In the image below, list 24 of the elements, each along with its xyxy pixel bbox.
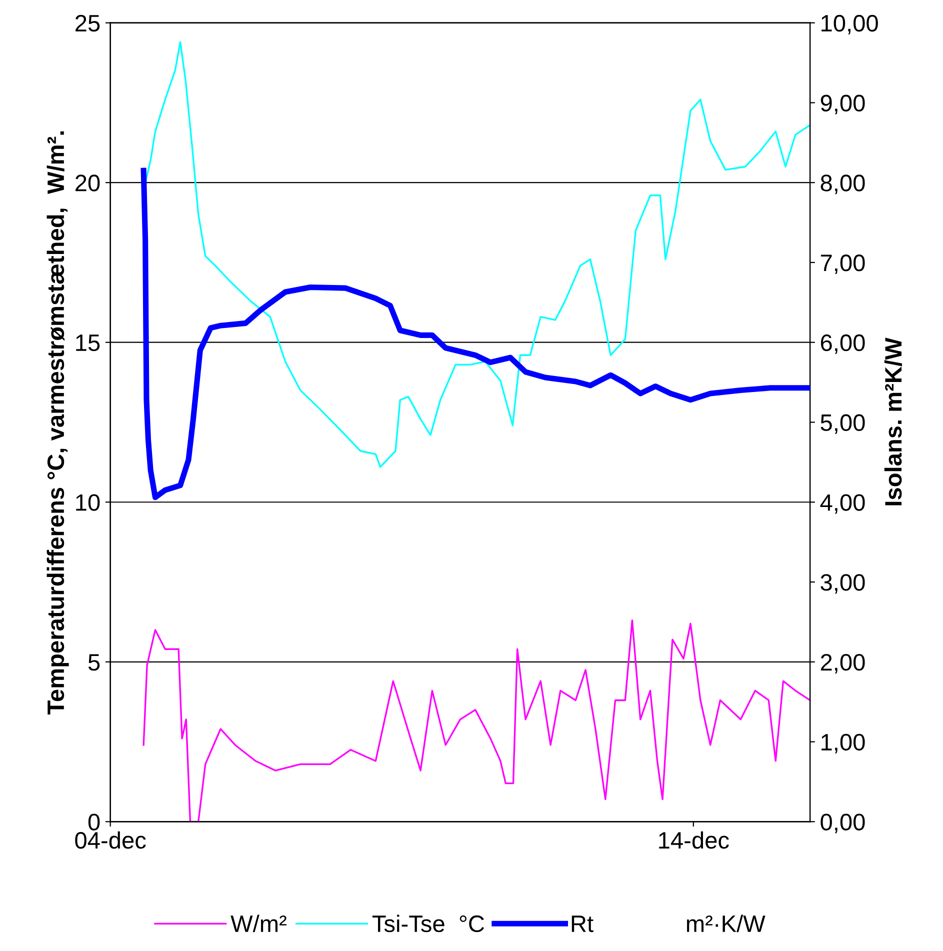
y-tick-label: 20 — [76, 174, 100, 192]
x-tick-label: 04-dec — [75, 831, 146, 849]
y-tick-label: 15 — [76, 334, 100, 352]
y2-tick-label: 7,00 — [820, 254, 865, 274]
legend-label: W/m² — [230, 914, 286, 932]
y2-axis-title: Isolans. m²K/W — [884, 338, 902, 506]
y2-tick-label: 4,00 — [820, 494, 865, 514]
legend-label: Rt m²·K/W — [572, 914, 766, 932]
legend-label: Tsi-Tse °C — [372, 914, 484, 932]
y-tick-label: 25 — [76, 14, 100, 32]
y-tick-label: 0 — [88, 814, 100, 830]
y2-tick-label: 10,00 — [822, 14, 878, 34]
y2-tick-label: 0,00 — [820, 814, 865, 834]
y2-tick-label: 2,00 — [820, 654, 865, 674]
x-tick-label: 14-dec — [659, 831, 729, 849]
y2-tick-label: 9,00 — [820, 94, 865, 114]
y2-tick-label: 5,00 — [820, 414, 865, 434]
y2-tick-label: 1,00 — [822, 734, 865, 754]
y2-tick-label: 3,00 — [820, 574, 865, 594]
y-axis-title: Temperaturdifferens °C, varmestrømstæthed, W/m². — [46, 131, 69, 714]
y2-tick-label: 8,00 — [820, 174, 865, 194]
y2-tick-label: 6,00 — [820, 334, 865, 354]
y-tick-label: 5 — [88, 654, 100, 671]
y-tick-label: 10 — [76, 494, 100, 511]
